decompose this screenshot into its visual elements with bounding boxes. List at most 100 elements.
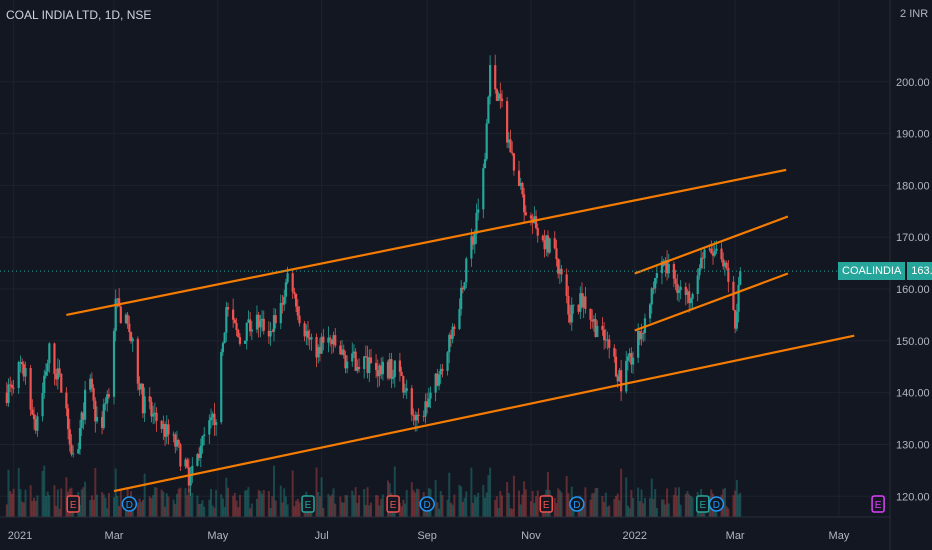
candle-body [177, 440, 180, 445]
marker-label: D [126, 500, 133, 511]
candle-body [260, 318, 264, 321]
candle-body [487, 96, 490, 124]
volume-bar [284, 496, 287, 517]
volume-bar [402, 499, 405, 517]
candle-body [628, 353, 631, 357]
candle-body [616, 376, 619, 382]
candle-body [286, 273, 289, 283]
candle-body [7, 384, 10, 404]
volume-bar [582, 505, 585, 517]
earnings-marker [871, 495, 885, 513]
volume-bar [269, 508, 272, 517]
candle-body [344, 355, 347, 369]
volume-bar [603, 501, 606, 517]
candle-body [483, 159, 487, 169]
candle-body [488, 65, 492, 97]
volume-bar [558, 490, 561, 517]
candle-body [116, 298, 119, 300]
volume-bar [215, 489, 218, 517]
candle-body [334, 335, 337, 346]
candle-body [257, 314, 260, 328]
volume-bar [363, 488, 366, 517]
volume-bar [615, 495, 618, 517]
trendlines[interactable] [66, 168, 855, 493]
candle-body [497, 93, 500, 101]
candle-body [674, 278, 677, 284]
candle-body [327, 337, 330, 343]
volume-bar [298, 502, 301, 517]
candle-body [555, 248, 558, 260]
candle-body [369, 357, 373, 363]
candle-body [475, 212, 478, 235]
candle-body [196, 454, 199, 466]
volume-bar [650, 478, 653, 517]
candle-body [688, 291, 691, 304]
candle-body [580, 293, 584, 308]
candle-body [305, 330, 308, 337]
volume-bar [136, 502, 139, 517]
volume-bar [652, 498, 655, 517]
volume-bar [249, 508, 252, 517]
candle-body [567, 296, 570, 315]
volume-bar [412, 490, 415, 517]
volume-bar [463, 497, 466, 517]
volume-bar [164, 506, 167, 517]
volume-bar [565, 475, 568, 517]
candle-body [232, 309, 235, 320]
volume-bar [320, 477, 323, 517]
candle-body [494, 65, 497, 90]
candle-body [414, 415, 417, 421]
candle-body [631, 357, 635, 365]
candle-body [9, 384, 12, 386]
candle-body [155, 412, 158, 421]
time-axis[interactable]: 2021 Mar May Jul Sep Nov 2022 Mar May [0, 516, 890, 542]
candle-body [579, 293, 582, 312]
candle-body [152, 414, 155, 417]
candle-body [82, 412, 85, 420]
volume-bar [436, 502, 439, 517]
volume-bar [375, 495, 378, 517]
candle-body [267, 330, 270, 337]
volume-bar [473, 494, 476, 517]
candle-body [640, 332, 643, 340]
candle-body [329, 337, 332, 340]
candle-body [19, 362, 22, 364]
volume-bar [640, 489, 643, 517]
candle-body [48, 343, 51, 364]
candle-body [710, 248, 713, 254]
volume-bar [734, 490, 737, 517]
symbol-title[interactable]: COAL INDIA LTD, 1D, NSE [6, 8, 152, 22]
volume-bar [686, 490, 689, 517]
volume-bar [250, 503, 253, 517]
candle-body [209, 417, 213, 421]
volume-bar [511, 508, 514, 517]
volume-bar [317, 491, 320, 517]
volume-bar [557, 488, 560, 517]
candle-body [199, 445, 202, 458]
volume-bar [465, 491, 468, 517]
volume-bar [19, 489, 22, 517]
volume-bar [89, 500, 92, 517]
volume-bar [620, 468, 623, 517]
volume-bar [560, 492, 563, 517]
candle-body [376, 370, 379, 377]
volume-bar [84, 481, 87, 517]
candle-body [572, 304, 575, 306]
volume-bar [259, 490, 262, 517]
candle-body [262, 318, 265, 331]
candle-body [129, 332, 133, 342]
volume-bar [220, 494, 223, 517]
volume-bar [533, 503, 536, 517]
earnings-marker [386, 495, 400, 513]
candle-body [424, 401, 427, 417]
candle-body [32, 414, 36, 420]
volume-bar [225, 477, 228, 517]
candle-body [162, 424, 165, 429]
volume-bar [487, 475, 490, 517]
candle-body [626, 356, 630, 361]
x-tick-label: Jul [315, 530, 329, 542]
volume-bar [257, 489, 260, 517]
candle-body [449, 334, 453, 339]
